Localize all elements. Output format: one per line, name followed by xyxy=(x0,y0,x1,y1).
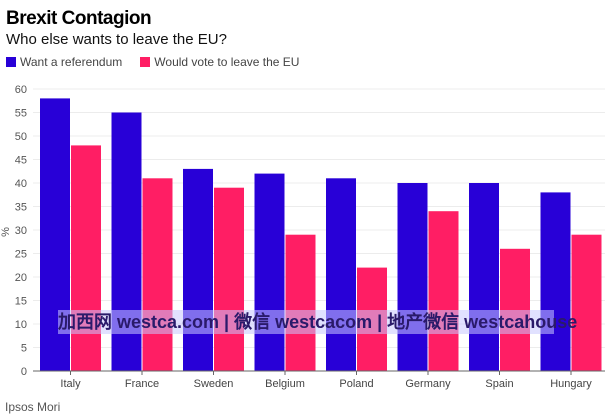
legend: Want a referendum Would vote to leave th… xyxy=(6,55,299,69)
y-tick-label: 20 xyxy=(15,272,27,284)
bar-belgium-1 xyxy=(285,234,316,371)
y-tick-label: 45 xyxy=(15,155,27,167)
y-tick-label: 35 xyxy=(15,202,27,214)
legend-swatch xyxy=(140,57,151,67)
y-axis-label: % xyxy=(0,227,12,237)
watermark: 加西网 westca.com | 微信 westcacom | 地产微信 wes… xyxy=(58,310,578,334)
legend-label: Would vote to leave the EU xyxy=(154,55,300,69)
bar-sweden-1 xyxy=(214,187,244,371)
x-tick-label: Italy xyxy=(60,378,81,390)
x-tick-label: Belgium xyxy=(265,378,305,390)
chart-title: Brexit Contagion xyxy=(6,8,152,29)
legend-item-referendum: Want a referendum xyxy=(6,55,122,69)
x-tick-label: Spain xyxy=(485,378,513,390)
bar-germany-1 xyxy=(428,211,459,371)
bar-spain-1 xyxy=(500,248,530,371)
y-tick-label: 0 xyxy=(21,366,27,378)
bar-poland-0 xyxy=(326,178,356,371)
y-tick-label: 15 xyxy=(15,296,27,308)
bar-germany-0 xyxy=(397,183,428,371)
x-tick-label: France xyxy=(125,378,159,390)
bar-hungary-0 xyxy=(540,192,571,371)
bar-belgium-0 xyxy=(254,173,285,371)
x-tick-label: Sweden xyxy=(194,378,234,390)
y-tick-label: 25 xyxy=(15,249,27,261)
bar-france-1 xyxy=(142,178,173,371)
x-tick-label: Germany xyxy=(405,378,451,390)
bar-spain-0 xyxy=(469,183,499,371)
chart-subtitle: Who else wants to leave the EU? xyxy=(6,31,227,48)
bar-italy-1 xyxy=(71,145,101,371)
y-tick-label: 50 xyxy=(15,131,27,143)
y-tick-label: 5 xyxy=(21,343,27,355)
legend-swatch xyxy=(6,57,16,67)
legend-item-leave: Would vote to leave the EU xyxy=(140,55,299,69)
x-tick-label: Hungary xyxy=(550,378,592,390)
y-tick-label: 40 xyxy=(15,178,27,190)
y-tick-label: 30 xyxy=(15,225,27,237)
bar-sweden-0 xyxy=(183,168,213,371)
y-tick-label: 10 xyxy=(15,319,27,331)
y-tick-label: 60 xyxy=(15,84,27,96)
x-tick-label: Poland xyxy=(339,378,373,390)
bar-hungary-1 xyxy=(571,234,602,371)
legend-label: Want a referendum xyxy=(20,55,123,69)
y-tick-label: 55 xyxy=(15,108,27,120)
source-note: Ipsos Mori xyxy=(5,400,61,414)
